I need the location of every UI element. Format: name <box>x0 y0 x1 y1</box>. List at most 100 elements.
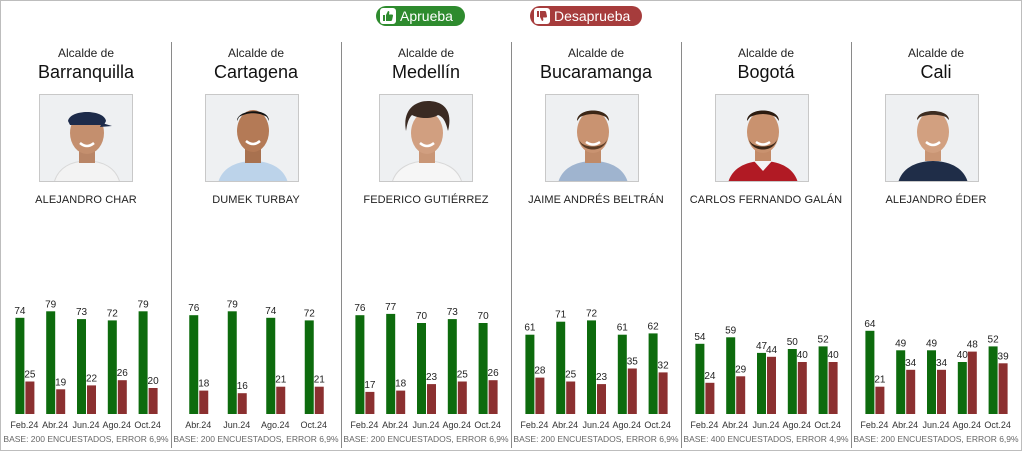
bar-approve <box>556 321 566 414</box>
data-label-disapprove: 25 <box>457 370 469 381</box>
data-label-disapprove: 26 <box>488 368 500 379</box>
bar-approve <box>957 362 967 414</box>
bar-approve <box>695 343 705 414</box>
data-label-approve: 61 <box>617 323 629 334</box>
panel-medellin: Alcalde de Medellín FEDERICO GUTIÉRREZ 7… <box>341 40 511 453</box>
legend-disapprove-label: Desaprueba <box>554 8 631 24</box>
x-tick-label: Abr.24 <box>185 420 211 430</box>
bar-disapprove <box>148 388 158 414</box>
data-label-disapprove: 20 <box>148 376 160 387</box>
city-name: Bucaramanga <box>539 62 653 82</box>
data-label-approve: 72 <box>304 308 316 319</box>
x-tick-label: Ago.24 <box>261 420 290 430</box>
data-label-approve: 47 <box>756 341 768 352</box>
data-label-approve: 52 <box>818 334 830 345</box>
data-label-approve: 50 <box>787 337 799 348</box>
x-tick-label: Oct.24 <box>300 420 327 430</box>
panel-cali: Alcalde de Cali ALEJANDRO ÉDER 64 21 Feb.2… <box>851 40 1021 453</box>
mayor-name: JAIME ANDRÉS BELTRÁN <box>528 194 664 206</box>
mayor-name: ALEJANDRO ÉDER <box>885 194 987 206</box>
data-label-disapprove: 34 <box>936 358 948 369</box>
panel-subtitle: Alcalde de <box>567 46 625 60</box>
bar-approve <box>617 334 627 414</box>
x-tick-label: Jun.24 <box>922 420 949 430</box>
bar-disapprove <box>828 362 838 414</box>
data-label-disapprove: 17 <box>364 380 376 391</box>
legend-approve-label: Aprueba <box>400 8 453 24</box>
data-label-disapprove: 21 <box>275 375 287 386</box>
x-tick-label: Abr.24 <box>552 420 578 430</box>
data-label-approve: 79 <box>227 299 239 310</box>
x-tick-label: Jun.24 <box>72 420 99 430</box>
mayor-name: CARLOS FERNANDO GALÁN <box>689 194 843 206</box>
mayor-photo <box>39 94 133 182</box>
bar-approve <box>447 319 457 414</box>
bar-disapprove <box>736 376 746 414</box>
x-tick-label: Oct.24 <box>984 420 1011 430</box>
bar-disapprove <box>627 368 637 414</box>
city-name: Barranquilla <box>37 62 135 82</box>
data-label-approve: 52 <box>988 334 1000 345</box>
data-label-disapprove: 40 <box>797 350 809 361</box>
data-label-disapprove: 28 <box>534 366 546 377</box>
data-label-disapprove: 23 <box>596 372 608 383</box>
city-name: Medellín <box>391 62 461 82</box>
bar-approve <box>525 334 535 414</box>
city-name: Cartagena <box>213 62 299 82</box>
data-label-approve: 64 <box>864 319 876 330</box>
data-label-disapprove: 21 <box>314 375 326 386</box>
data-label-disapprove: 16 <box>237 381 249 392</box>
bar-approve <box>107 320 117 414</box>
panel-divider <box>681 42 682 448</box>
data-label-approve: 79 <box>45 299 57 310</box>
mayor-photo <box>205 94 299 182</box>
data-label-approve: 79 <box>138 299 150 310</box>
data-label-approve: 59 <box>725 325 737 336</box>
mayor-photo <box>885 94 979 182</box>
data-label-approve: 73 <box>447 307 459 318</box>
bar-disapprove <box>199 390 209 414</box>
bar-disapprove <box>705 382 715 414</box>
x-tick-label: Oct.24 <box>474 420 501 430</box>
bar-approve <box>757 352 766 414</box>
panel-divider <box>851 42 852 448</box>
data-label-approve: 74 <box>265 306 277 317</box>
bar-approve <box>818 346 828 414</box>
x-tick-label: Ago.24 <box>613 420 642 430</box>
bar-disapprove <box>276 386 286 414</box>
bar-approve <box>726 337 736 414</box>
panel-barranquilla: Alcalde de Barranquilla ALEJANDRO CHAR 7… <box>1 40 171 453</box>
bar-approve <box>787 349 797 414</box>
legend-disapprove: Desaprueba <box>530 6 642 26</box>
bar-disapprove <box>488 380 498 414</box>
data-label-approve: 62 <box>648 321 660 332</box>
panel-subtitle: Alcalde de <box>737 46 795 60</box>
bar-disapprove <box>457 381 467 414</box>
data-label-approve: 76 <box>354 303 366 314</box>
x-tick-label: Ago.24 <box>783 420 812 430</box>
legend: Aprueba Desaprueba <box>0 6 1024 28</box>
data-label-approve: 72 <box>586 308 598 319</box>
bar-approve <box>386 313 396 414</box>
approval-bar-chart: 61 28 Feb.24 71 25 Abr.24 72 23 Jun.24 61 35 Ago.24… <box>520 308 670 430</box>
mayor-name: FEDERICO GUTIÉRREZ <box>363 194 489 206</box>
data-label-approve: 61 <box>524 323 536 334</box>
data-label-approve: 76 <box>188 303 200 314</box>
bar-approve <box>46 311 56 414</box>
bar-approve <box>189 315 199 414</box>
bar-disapprove <box>967 351 977 414</box>
bar-approve <box>417 323 426 414</box>
mayor-name: DUMEK TURBAY <box>212 194 300 206</box>
data-label-disapprove: 40 <box>828 350 840 361</box>
approval-bar-chart: 74 25 Feb.24 79 19 Abr.24 73 22 Jun.24 72 26 Ago.24… <box>10 299 160 430</box>
data-label-disapprove: 25 <box>24 370 36 381</box>
x-tick-label: Jun.24 <box>223 420 250 430</box>
panel-divider <box>341 42 342 448</box>
bar-disapprove <box>427 384 436 414</box>
data-label-approve: 77 <box>385 302 397 313</box>
thumbs-down-icon <box>534 8 550 24</box>
data-label-disapprove: 25 <box>565 370 577 381</box>
panel-divider <box>171 42 172 448</box>
